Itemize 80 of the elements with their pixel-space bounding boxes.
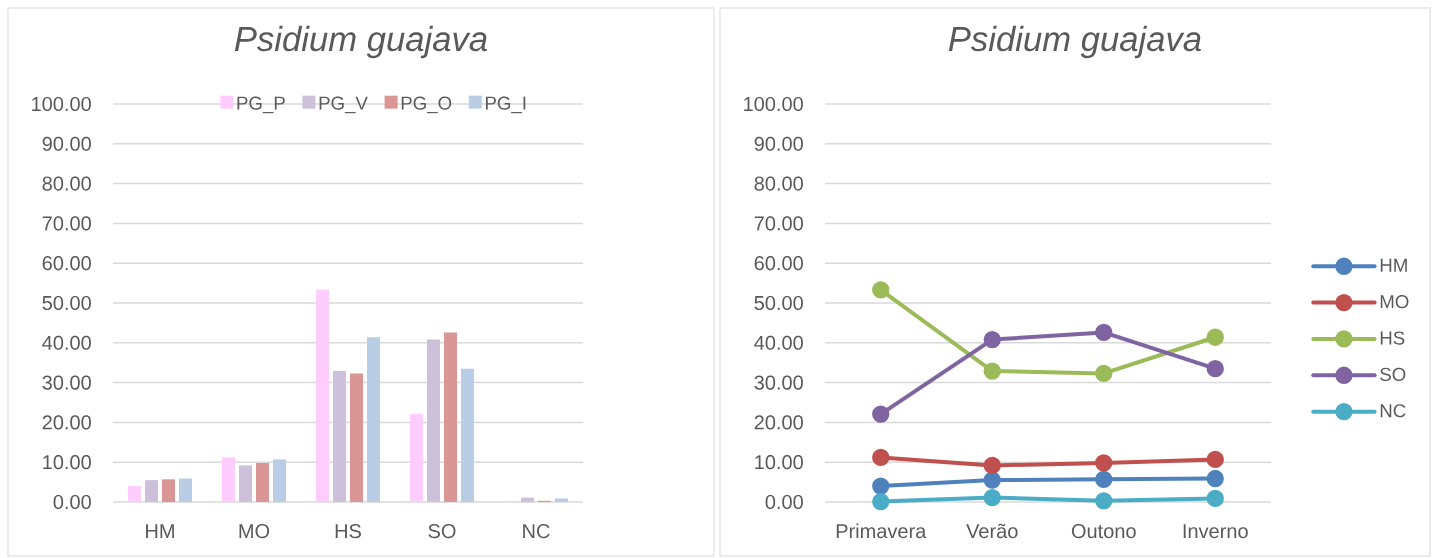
y-tick-label: 0.00	[765, 494, 803, 510]
y-tick-label: 30.00	[42, 375, 91, 390]
point	[872, 448, 890, 467]
y-tick-label: 40.00	[42, 335, 91, 350]
point	[1206, 328, 1224, 346]
point	[983, 362, 1001, 380]
point	[1095, 492, 1113, 510]
bar	[333, 371, 346, 502]
y-tick-label: 50.00	[754, 295, 803, 311]
legend-label: MO	[1380, 295, 1409, 309]
x-tick-label: MO	[239, 524, 270, 539]
x-tick-label: HS	[335, 524, 361, 539]
bar	[427, 339, 440, 502]
y-tick-label: 10.00	[755, 455, 803, 470]
bar	[128, 486, 142, 502]
legend-label: HS	[1380, 331, 1405, 345]
y-tick-label: 70.00	[754, 216, 803, 231]
legend-label: PG_I	[485, 96, 526, 114]
point	[1206, 360, 1224, 378]
y-tick-label: 80.00	[754, 176, 803, 191]
y-tick-label: 10.00	[43, 455, 91, 470]
y-tick-label: 100.00	[32, 96, 91, 112]
bar	[461, 368, 474, 502]
bar	[367, 337, 380, 502]
point	[1206, 469, 1224, 488]
y-tick-label: 90.00	[42, 136, 91, 151]
point	[1095, 364, 1113, 383]
point	[1095, 470, 1113, 488]
x-tick-label: Verão	[966, 523, 1018, 539]
x-tick-label: HM	[146, 524, 174, 538]
bar	[555, 498, 568, 502]
y-tick-label: 50.00	[42, 295, 91, 311]
y-tick-label: 80.00	[42, 176, 91, 191]
bar	[410, 414, 423, 502]
bar	[444, 332, 457, 502]
point	[872, 477, 890, 495]
bar	[273, 459, 286, 502]
point	[872, 281, 890, 299]
legend-label: NC	[1380, 404, 1406, 418]
point	[983, 330, 1001, 349]
y-tick-label: 70.00	[42, 216, 91, 231]
bar	[179, 478, 192, 502]
y-tick-label: 90.00	[754, 136, 803, 151]
point	[1206, 489, 1224, 508]
bar	[350, 373, 363, 502]
x-tick-label: Outono	[1071, 524, 1136, 539]
chart-title: Psidium guajava	[234, 25, 487, 59]
y-tick-label: 20.00	[42, 415, 91, 430]
bar	[316, 289, 329, 502]
point	[1095, 323, 1113, 342]
point	[983, 471, 1001, 489]
point	[1206, 450, 1224, 469]
bar	[239, 465, 252, 502]
point	[983, 488, 1001, 507]
point	[872, 405, 890, 423]
y-tick-label: 20.00	[754, 415, 803, 430]
point	[983, 456, 1001, 475]
x-tick-label: SO	[428, 524, 456, 539]
legend-label: HM	[1380, 258, 1407, 272]
point	[872, 492, 890, 511]
y-tick-label: 60.00	[42, 256, 91, 271]
point	[1095, 454, 1113, 472]
y-tick-label: 100.00	[744, 96, 803, 112]
chart-title: Psidium guajava	[948, 25, 1201, 59]
y-tick-label: 40.00	[754, 335, 803, 350]
bar	[256, 463, 269, 502]
bar	[222, 457, 235, 502]
x-tick-label: NC	[523, 524, 550, 539]
x-tick-label: Primavera	[836, 523, 927, 539]
legend-label: SO	[1380, 367, 1406, 381]
y-tick-label: 30.00	[754, 375, 803, 390]
x-tick-label: Inverno	[1183, 524, 1248, 539]
y-tick-label: 60.00	[754, 256, 803, 271]
legend-label: PG_P	[237, 96, 285, 114]
legend-label: PG_O	[401, 96, 452, 114]
bar	[521, 497, 534, 502]
bar	[162, 479, 176, 502]
bar	[145, 480, 159, 502]
legend-label: PG_V	[319, 96, 368, 114]
y-tick-label: 0.00	[53, 494, 91, 510]
